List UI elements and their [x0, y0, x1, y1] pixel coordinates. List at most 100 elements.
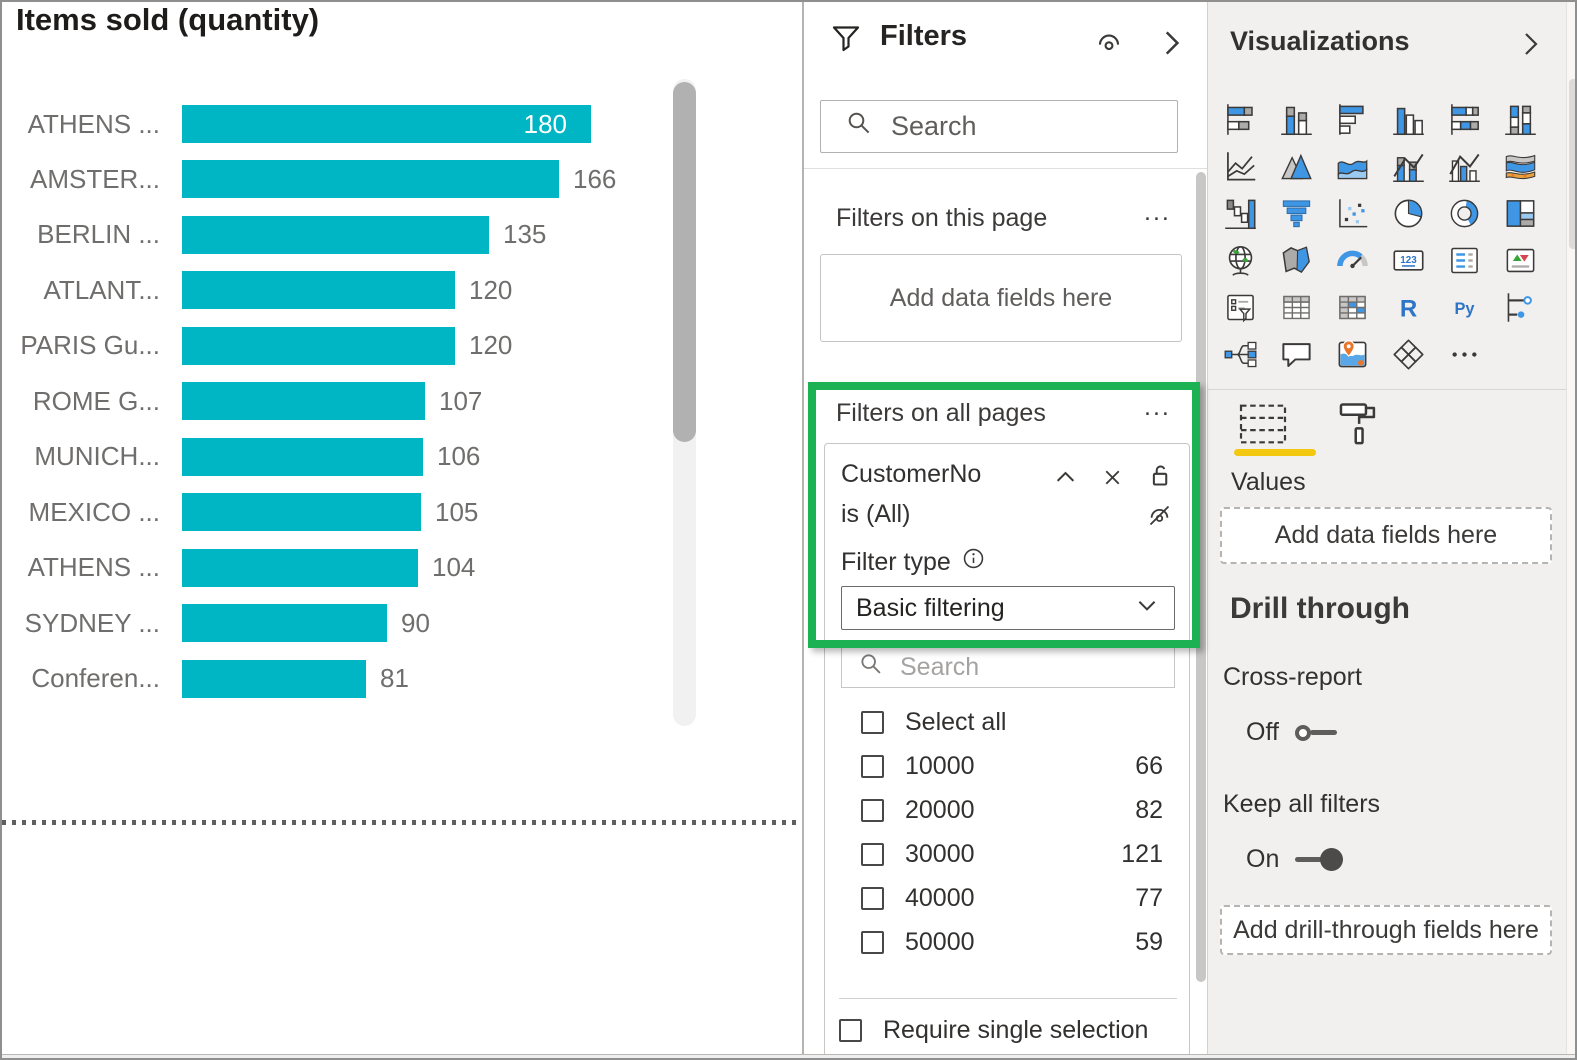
viz-icon-stacked-area-chart[interactable] [1324, 143, 1380, 190]
info-icon[interactable] [961, 546, 986, 578]
checkbox[interactable] [861, 711, 884, 734]
viz-icon-stacked-bar-chart[interactable] [1212, 96, 1268, 143]
visualizations-scrollbar-thumb[interactable] [1569, 79, 1577, 249]
collapse-filters-chevron-icon[interactable] [1154, 26, 1188, 65]
drill-through-dropzone[interactable]: Add drill-through fields here [1220, 905, 1552, 955]
viz-icon-more-options[interactable] [1436, 331, 1492, 378]
viz-icon-line-and-clustered-column-chart[interactable] [1436, 143, 1492, 190]
bar-category-label: MUNICH... [2, 441, 160, 472]
filters-search-input[interactable]: Search [820, 100, 1178, 153]
visualization-type-grid: 123 R Py [1212, 96, 1548, 378]
viz-icon-treemap[interactable] [1492, 190, 1548, 237]
visualizations-scrollbar-track[interactable] [1566, 2, 1577, 1060]
svg-text:123: 123 [1400, 255, 1417, 266]
viz-icon-kpi[interactable] [1492, 237, 1548, 284]
viz-icon-map[interactable] [1212, 237, 1268, 284]
viz-icon-funnel-chart[interactable] [1268, 190, 1324, 237]
add-data-fields-dropzone[interactable]: Add data fields here [820, 254, 1182, 342]
search-icon [845, 109, 873, 144]
viz-grid-empty-cell [1492, 331, 1548, 378]
filter-option-row: 1000066 [825, 744, 1189, 788]
viz-icon-ribbon-chart[interactable] [1492, 143, 1548, 190]
viz-icon-area-chart[interactable] [1268, 143, 1324, 190]
cross-report-label: Cross-report [1223, 663, 1362, 692]
collapse-visualizations-chevron-icon[interactable] [1514, 28, 1546, 65]
viz-icon-power-apps[interactable] [1380, 331, 1436, 378]
viz-icon-multi-row-card[interactable] [1436, 237, 1492, 284]
viz-icon-r-script-visual[interactable]: R [1380, 284, 1436, 331]
values-dropzone[interactable]: Add data fields here [1220, 507, 1552, 564]
cross-report-toggle[interactable] [1295, 725, 1337, 741]
window-bottom-edge [2, 1054, 1577, 1060]
viz-icon-matrix[interactable] [1324, 284, 1380, 331]
bar[interactable] [182, 271, 455, 309]
search-placeholder: Search [891, 111, 977, 142]
fields-tab[interactable] [1232, 402, 1294, 451]
viz-icon-line-and-stacked-column-chart[interactable] [1380, 143, 1436, 190]
filter-field-name: CustomerNo [841, 460, 981, 489]
viz-icon-line-chart[interactable] [1212, 143, 1268, 190]
option-count: 82 [1135, 796, 1163, 825]
viz-icon-q-and-a[interactable] [1268, 331, 1324, 378]
filter-state: is (All) [841, 500, 910, 529]
filter-options-list: Select all100006620000823000012140000775… [825, 700, 1189, 964]
values-label: Values [1231, 468, 1306, 497]
filters-scrollbar-thumb[interactable] [1196, 172, 1206, 982]
checkbox[interactable] [861, 931, 884, 954]
viz-icon-hundred-percent-stacked-column-chart[interactable] [1492, 96, 1548, 143]
filter-option-row: 30000121 [825, 832, 1189, 876]
format-tab[interactable] [1334, 400, 1382, 455]
viz-icon-clustered-column-chart[interactable] [1380, 96, 1436, 143]
bar[interactable]: 180 [182, 105, 591, 143]
require-single-selection-checkbox[interactable] [839, 1019, 862, 1042]
keep-all-filters-toggle-row: On [1246, 845, 1343, 874]
filter-values-search-input[interactable]: Search [841, 646, 1175, 688]
search-placeholder: Search [900, 653, 979, 682]
bar[interactable] [182, 493, 421, 531]
remove-filter-icon[interactable] [1100, 465, 1125, 495]
keep-all-filters-toggle[interactable] [1295, 848, 1343, 871]
bar[interactable] [182, 604, 387, 642]
keep-all-filters-state: On [1246, 845, 1279, 874]
viz-icon-pie-chart[interactable] [1380, 190, 1436, 237]
more-options-icon[interactable]: ... [1144, 393, 1171, 422]
viz-icon-waterfall-chart[interactable] [1212, 190, 1268, 237]
viz-icon-clustered-bar-chart[interactable] [1324, 96, 1380, 143]
checkbox[interactable] [861, 887, 884, 910]
checkbox[interactable] [861, 799, 884, 822]
bar[interactable] [182, 216, 489, 254]
viz-icon-python-visual[interactable]: Py [1436, 284, 1492, 331]
viz-icon-slicer[interactable] [1212, 284, 1268, 331]
hide-filter-eye-slash-icon[interactable] [1146, 502, 1173, 534]
filter-type-dropdown[interactable]: Basic filtering [841, 586, 1175, 630]
bar[interactable] [182, 438, 423, 476]
viz-icon-arcgis-map[interactable] [1324, 331, 1380, 378]
bar-category-label: AMSTER... [2, 164, 160, 195]
checkbox[interactable] [861, 843, 884, 866]
viz-icon-decomposition-tree[interactable] [1212, 331, 1268, 378]
viz-icon-stacked-column-chart[interactable] [1268, 96, 1324, 143]
option-label: Select all [905, 708, 1006, 737]
bar[interactable] [182, 160, 559, 198]
viz-icon-key-influencers[interactable] [1492, 284, 1548, 331]
checkbox[interactable] [861, 755, 884, 778]
viz-icon-card[interactable]: 123 [1380, 237, 1436, 284]
viz-icon-table[interactable] [1268, 284, 1324, 331]
viz-icon-donut-chart[interactable] [1436, 190, 1492, 237]
viz-icon-gauge[interactable] [1324, 237, 1380, 284]
bar[interactable] [182, 382, 425, 420]
bar-category-label: MEXICO ... [2, 497, 160, 528]
lock-icon[interactable] [1146, 462, 1173, 494]
bar[interactable] [182, 549, 418, 587]
more-options-icon[interactable]: ... [1144, 198, 1171, 227]
chart-row: MEXICO ...105 [2, 493, 702, 531]
viz-icon-filled-map[interactable] [1268, 237, 1324, 284]
bar[interactable] [182, 327, 455, 365]
eye-icon[interactable] [1092, 26, 1126, 65]
chart-scrollbar-thumb[interactable] [673, 82, 696, 442]
bar[interactable] [182, 660, 366, 698]
collapse-card-chevron-up-icon[interactable] [1052, 464, 1079, 496]
viz-icon-hundred-percent-stacked-bar-chart[interactable] [1436, 96, 1492, 143]
option-count: 121 [1121, 840, 1163, 869]
viz-icon-scatter-chart[interactable] [1324, 190, 1380, 237]
